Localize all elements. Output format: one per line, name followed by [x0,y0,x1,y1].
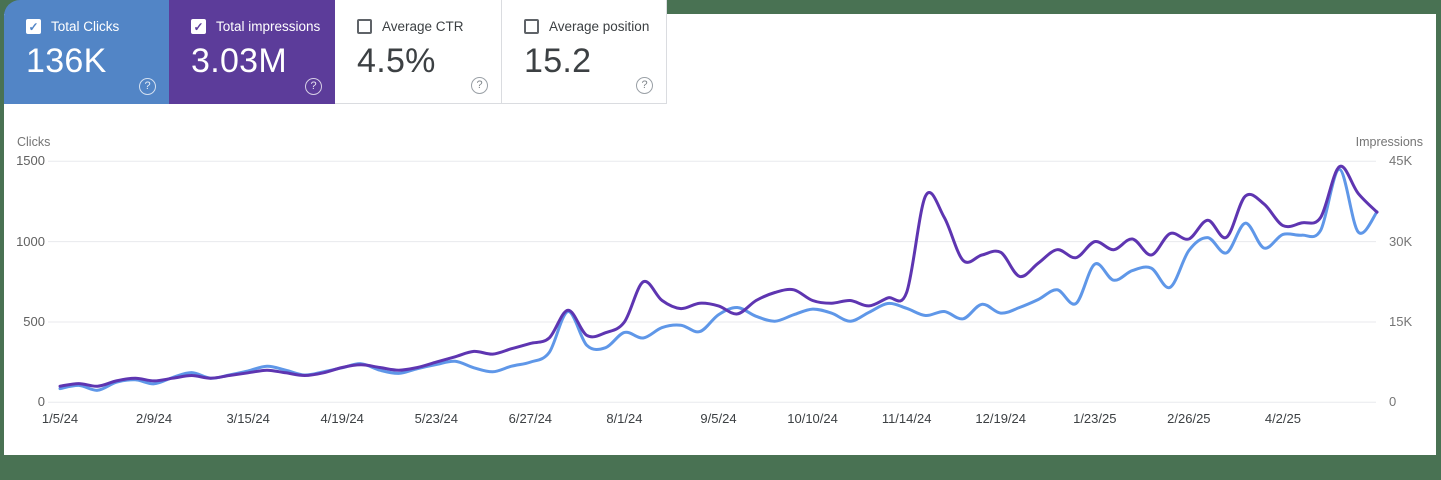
metric-card-total-clicks[interactable]: ✓ Total Clicks 136K ? [4,0,169,104]
help-icon[interactable]: ? [471,77,488,94]
metric-card-average-position[interactable]: Average position 15.2 ? [501,0,667,104]
total-impressions-checkbox[interactable]: ✓ [191,19,206,34]
metric-value: 15.2 [524,42,592,80]
average-position-checkbox[interactable] [524,19,539,34]
metric-value: 3.03M [191,42,287,80]
average-ctr-checkbox[interactable] [357,19,372,34]
metric-value: 136K [26,42,107,80]
metric-label: Total impressions [216,19,321,34]
help-icon[interactable]: ? [139,78,156,95]
metric-value: 4.5% [357,42,436,80]
metric-label: Average CTR [382,19,464,34]
metric-label: Total Clicks [51,19,120,34]
metric-card-total-impressions[interactable]: ✓ Total impressions 3.03M ? [169,0,335,104]
metric-label: Average position [549,19,650,34]
clicks-line[interactable] [58,167,1379,392]
total-clicks-checkbox[interactable]: ✓ [26,19,41,34]
help-icon[interactable]: ? [636,77,653,94]
impressions-line[interactable] [58,164,1379,388]
help-icon[interactable]: ? [305,78,322,95]
metric-cards-row: ✓ Total Clicks 136K ? ✓ Total impression… [4,0,667,104]
metric-card-average-ctr[interactable]: Average CTR 4.5% ? [335,0,501,104]
